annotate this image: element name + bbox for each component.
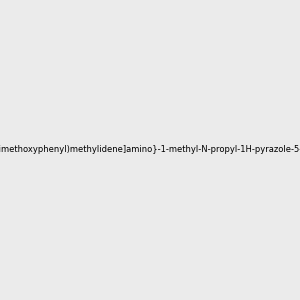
Text: 4-{[(E)-(2,3-dimethoxyphenyl)methylidene]amino}-1-methyl-N-propyl-1H-pyrazole-5-: 4-{[(E)-(2,3-dimethoxyphenyl)methylidene… (0, 146, 300, 154)
